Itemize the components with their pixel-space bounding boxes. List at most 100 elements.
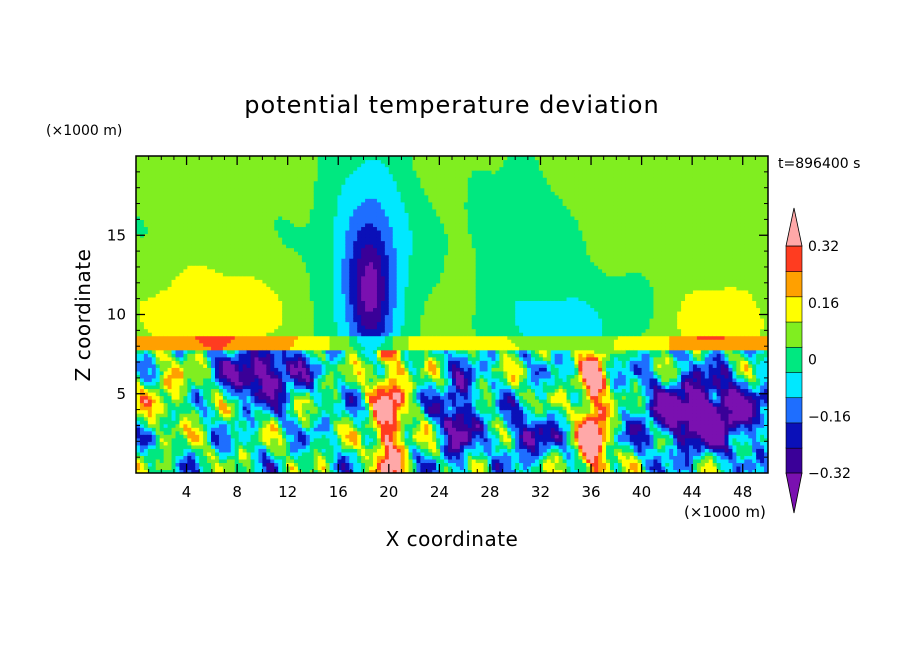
field-cell (325, 212, 331, 217)
field-cell (155, 265, 161, 270)
field-cell (155, 455, 161, 460)
field-cell (317, 465, 323, 471)
field-cell (230, 325, 236, 330)
field-cell (163, 342, 169, 347)
field-cell (215, 212, 220, 217)
field-cell (136, 191, 141, 196)
field-cell (266, 395, 271, 400)
field-cell (234, 314, 240, 319)
field-cell (226, 370, 232, 375)
field-cell (195, 226, 200, 231)
field-cell (294, 314, 299, 319)
field-cell (179, 356, 184, 361)
field-cell (159, 286, 165, 291)
field-cell (294, 303, 299, 309)
field-cell (329, 399, 335, 404)
field-cell (258, 465, 263, 471)
field-cell (317, 191, 323, 196)
field-cell (171, 434, 177, 439)
field-cell (151, 251, 157, 256)
field-cell (250, 413, 256, 418)
field-cell (341, 381, 346, 386)
field-cell (313, 437, 319, 442)
field-cell (337, 381, 342, 386)
field-cell (234, 363, 240, 368)
field-cell (254, 222, 260, 228)
field-cell (329, 402, 335, 407)
field-cell (270, 423, 275, 428)
field-cell (317, 384, 323, 390)
field-cell (266, 222, 271, 228)
field-cell (139, 377, 145, 383)
field-cell (325, 244, 331, 249)
field-cell (222, 222, 228, 228)
field-cell (270, 318, 275, 323)
field-cell (195, 416, 200, 421)
field-cell (262, 423, 267, 428)
field-cell (274, 356, 279, 361)
field-cell (270, 180, 275, 185)
field-cell (211, 159, 216, 164)
field-cell (226, 458, 232, 464)
field-cell (195, 272, 200, 277)
field-cell (143, 187, 149, 192)
field-cell (238, 328, 244, 333)
field-cell (222, 462, 228, 467)
field-cell (151, 406, 157, 411)
field-cell (301, 303, 307, 309)
field-cell (147, 420, 153, 425)
field-cell (325, 166, 331, 171)
field-cell (337, 247, 342, 252)
field-cell (282, 430, 287, 435)
field-cell (270, 237, 275, 242)
field-cell (179, 163, 184, 168)
field-cell (199, 363, 204, 368)
field-cell (313, 335, 319, 340)
field-cell (175, 409, 181, 414)
field-cell (171, 416, 177, 421)
field-cell (294, 448, 299, 453)
field-cell (325, 332, 331, 337)
field-cell (317, 423, 323, 428)
field-cell (341, 384, 346, 390)
field-cell (246, 388, 252, 393)
field-cell (147, 395, 153, 400)
field-cell (349, 201, 354, 206)
field-cell (294, 173, 299, 178)
field-cell (179, 363, 184, 368)
field-cell (325, 377, 331, 383)
field-cell (195, 177, 200, 182)
field-cell (211, 391, 216, 397)
field-cell (286, 455, 291, 460)
field-cell (155, 420, 161, 425)
field-cell (270, 462, 275, 467)
field-cell (234, 201, 240, 206)
field-cell (329, 360, 335, 365)
field-cell (286, 310, 291, 316)
field-cell (349, 226, 354, 231)
field-cell (163, 346, 169, 351)
field-cell (191, 469, 196, 473)
field-cell (329, 416, 335, 421)
field-cell (199, 437, 204, 442)
field-cell (321, 187, 327, 192)
field-cell (325, 325, 331, 330)
field-cell (325, 346, 331, 351)
field-cell (294, 286, 299, 291)
field-cell (290, 430, 295, 435)
field-cell (246, 286, 252, 291)
field-cell (309, 254, 315, 259)
field-cell (203, 300, 208, 305)
field-cell (305, 318, 311, 323)
field-cell (297, 370, 303, 375)
field-cell (353, 448, 358, 453)
field-cell (143, 286, 149, 291)
field-cell (254, 437, 260, 442)
field-cell (317, 205, 323, 210)
field-cell (147, 416, 153, 421)
field-cell (238, 310, 244, 316)
field-cell (195, 402, 200, 407)
field-cell (159, 451, 165, 456)
field-cell (317, 208, 323, 213)
field-cell (329, 300, 335, 305)
